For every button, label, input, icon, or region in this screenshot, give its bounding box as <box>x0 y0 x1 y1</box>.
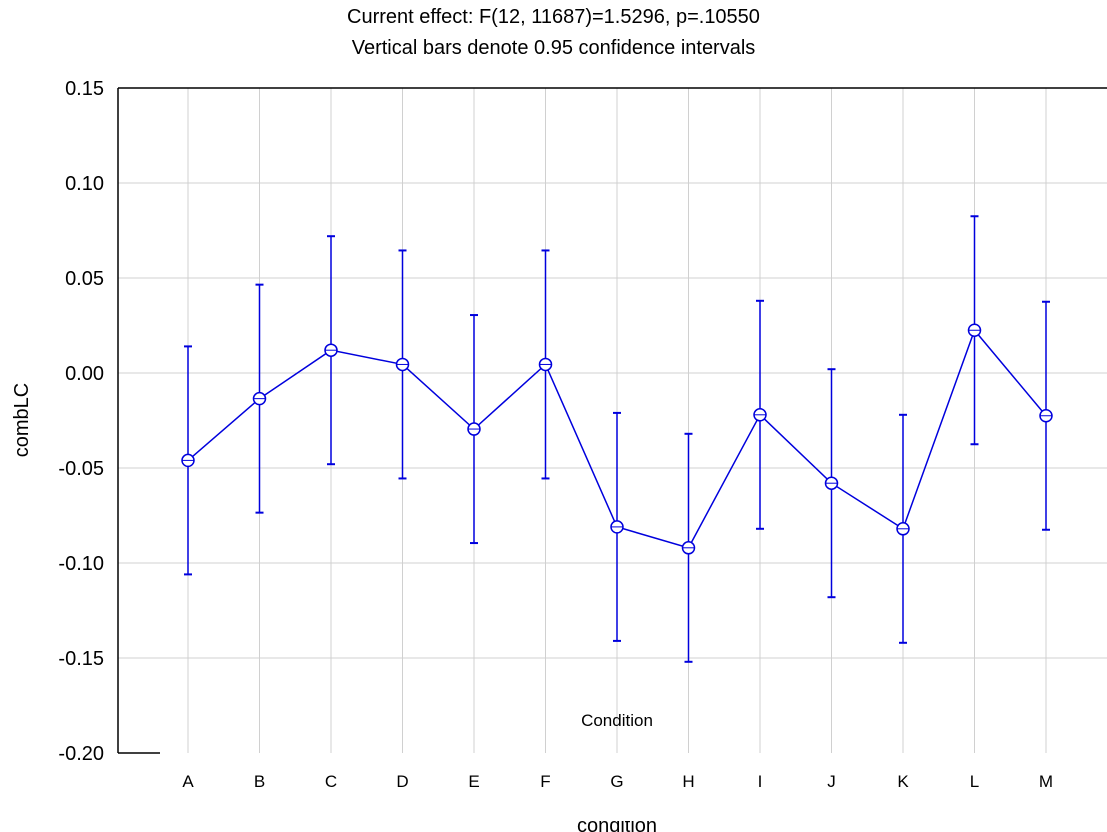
x-tick-label: L <box>970 772 979 791</box>
x-tick-label: J <box>827 772 836 791</box>
x-tick-label: E <box>468 772 479 791</box>
y-tick-label: -0.05 <box>58 458 104 480</box>
x-tick-label: F <box>540 772 550 791</box>
y-axis-label: combLC <box>11 383 33 457</box>
x-tick-label: B <box>254 772 265 791</box>
x-tick-label: I <box>758 772 763 791</box>
grid <box>118 88 1107 753</box>
x-ticks: A B C D E F G H I J K L M <box>182 772 1053 791</box>
y-tick-label: -0.10 <box>58 553 104 575</box>
x-tick-label: D <box>396 772 408 791</box>
x-tick-label: K <box>897 772 909 791</box>
x-tick-label: H <box>682 772 694 791</box>
y-tick-label: 0.10 <box>65 173 104 195</box>
chart-subtitle: Vertical bars denote 0.95 confidence int… <box>351 37 756 59</box>
y-tick-label: 0.15 <box>65 78 104 100</box>
y-tick-label: -0.20 <box>58 743 104 765</box>
y-tick-label: 0.05 <box>65 268 104 290</box>
x-tick-label: C <box>325 772 337 791</box>
y-tick-label: 0.00 <box>65 363 104 385</box>
series <box>181 215 1053 663</box>
chart-title: Current effect: F(12, 11687)=1.5296, p=.… <box>347 6 760 28</box>
y-tick-label: -0.15 <box>58 648 104 670</box>
x-tick-label: A <box>182 772 194 791</box>
x-label-backdrop <box>590 803 650 821</box>
x-tick-label: G <box>610 772 623 791</box>
x-tick-label: M <box>1039 772 1053 791</box>
x-axis-label: Condition <box>581 711 653 730</box>
y-ticks: 0.15 0.10 0.05 0.00 -0.05 -0.10 -0.15 -0.20 <box>58 78 104 765</box>
axes <box>117 87 1107 754</box>
